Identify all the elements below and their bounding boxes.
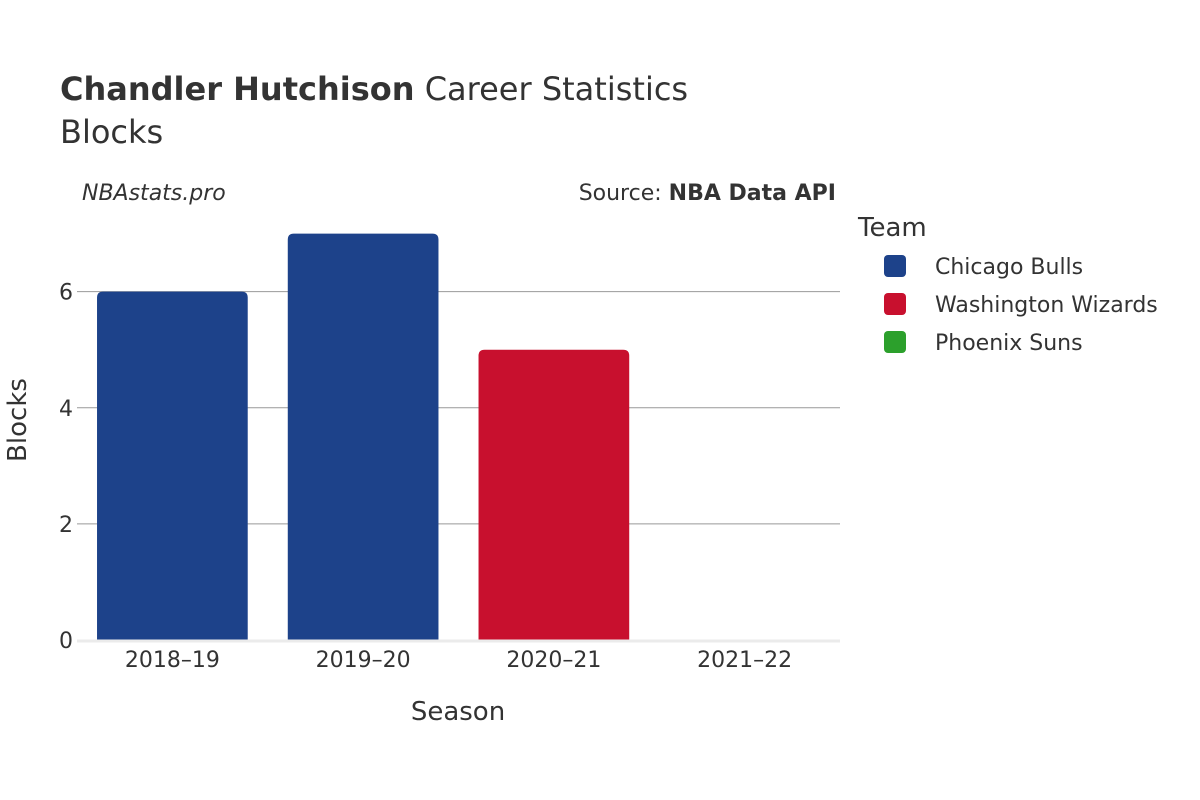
chart-title: Chandler Hutchison Career Statistics [60,70,688,108]
source-credit: Source: NBA Data API [579,181,836,206]
legend-item-label: Washington Wizards [935,293,1158,318]
axes: 0 2 4 6 2018–19 2019–20 2020–21 2021–22 [59,281,840,673]
bars [97,233,630,640]
legend-swatch [884,255,906,277]
x-tick-label: 2018–19 [125,648,220,673]
legend-swatch [884,293,906,315]
y-tick-label: 0 [59,629,73,654]
bar[interactable] [478,349,630,640]
title-rest: Career Statistics [425,70,688,108]
source-prefix: Source: [579,181,669,206]
y-axis-title: Blocks [3,378,33,462]
brand-watermark: NBAstats.pro [82,181,226,206]
bar[interactable] [97,291,248,640]
x-tick-label: 2019–20 [316,648,411,673]
y-tick-label: 4 [59,397,73,422]
y-tick-label: 2 [59,513,73,538]
chart-subtitle: Blocks [60,113,163,151]
source-name: NBA Data API [669,181,836,206]
y-tick-label: 6 [59,281,73,306]
legend-title: Team [857,213,927,243]
title-player-name: Chandler Hutchison [60,70,415,108]
legend-swatch [884,331,906,353]
legend-item-label: Chicago Bulls [935,255,1083,280]
legend: Team Chicago Bulls Washington Wizards Phoe… [857,213,1158,356]
x-axis-title: Season [411,697,505,727]
legend-item-label: Phoenix Suns [935,331,1083,356]
x-tick-label: 2021–22 [697,648,792,673]
bar[interactable] [287,233,439,640]
x-tick-label: 2020–21 [506,648,601,673]
